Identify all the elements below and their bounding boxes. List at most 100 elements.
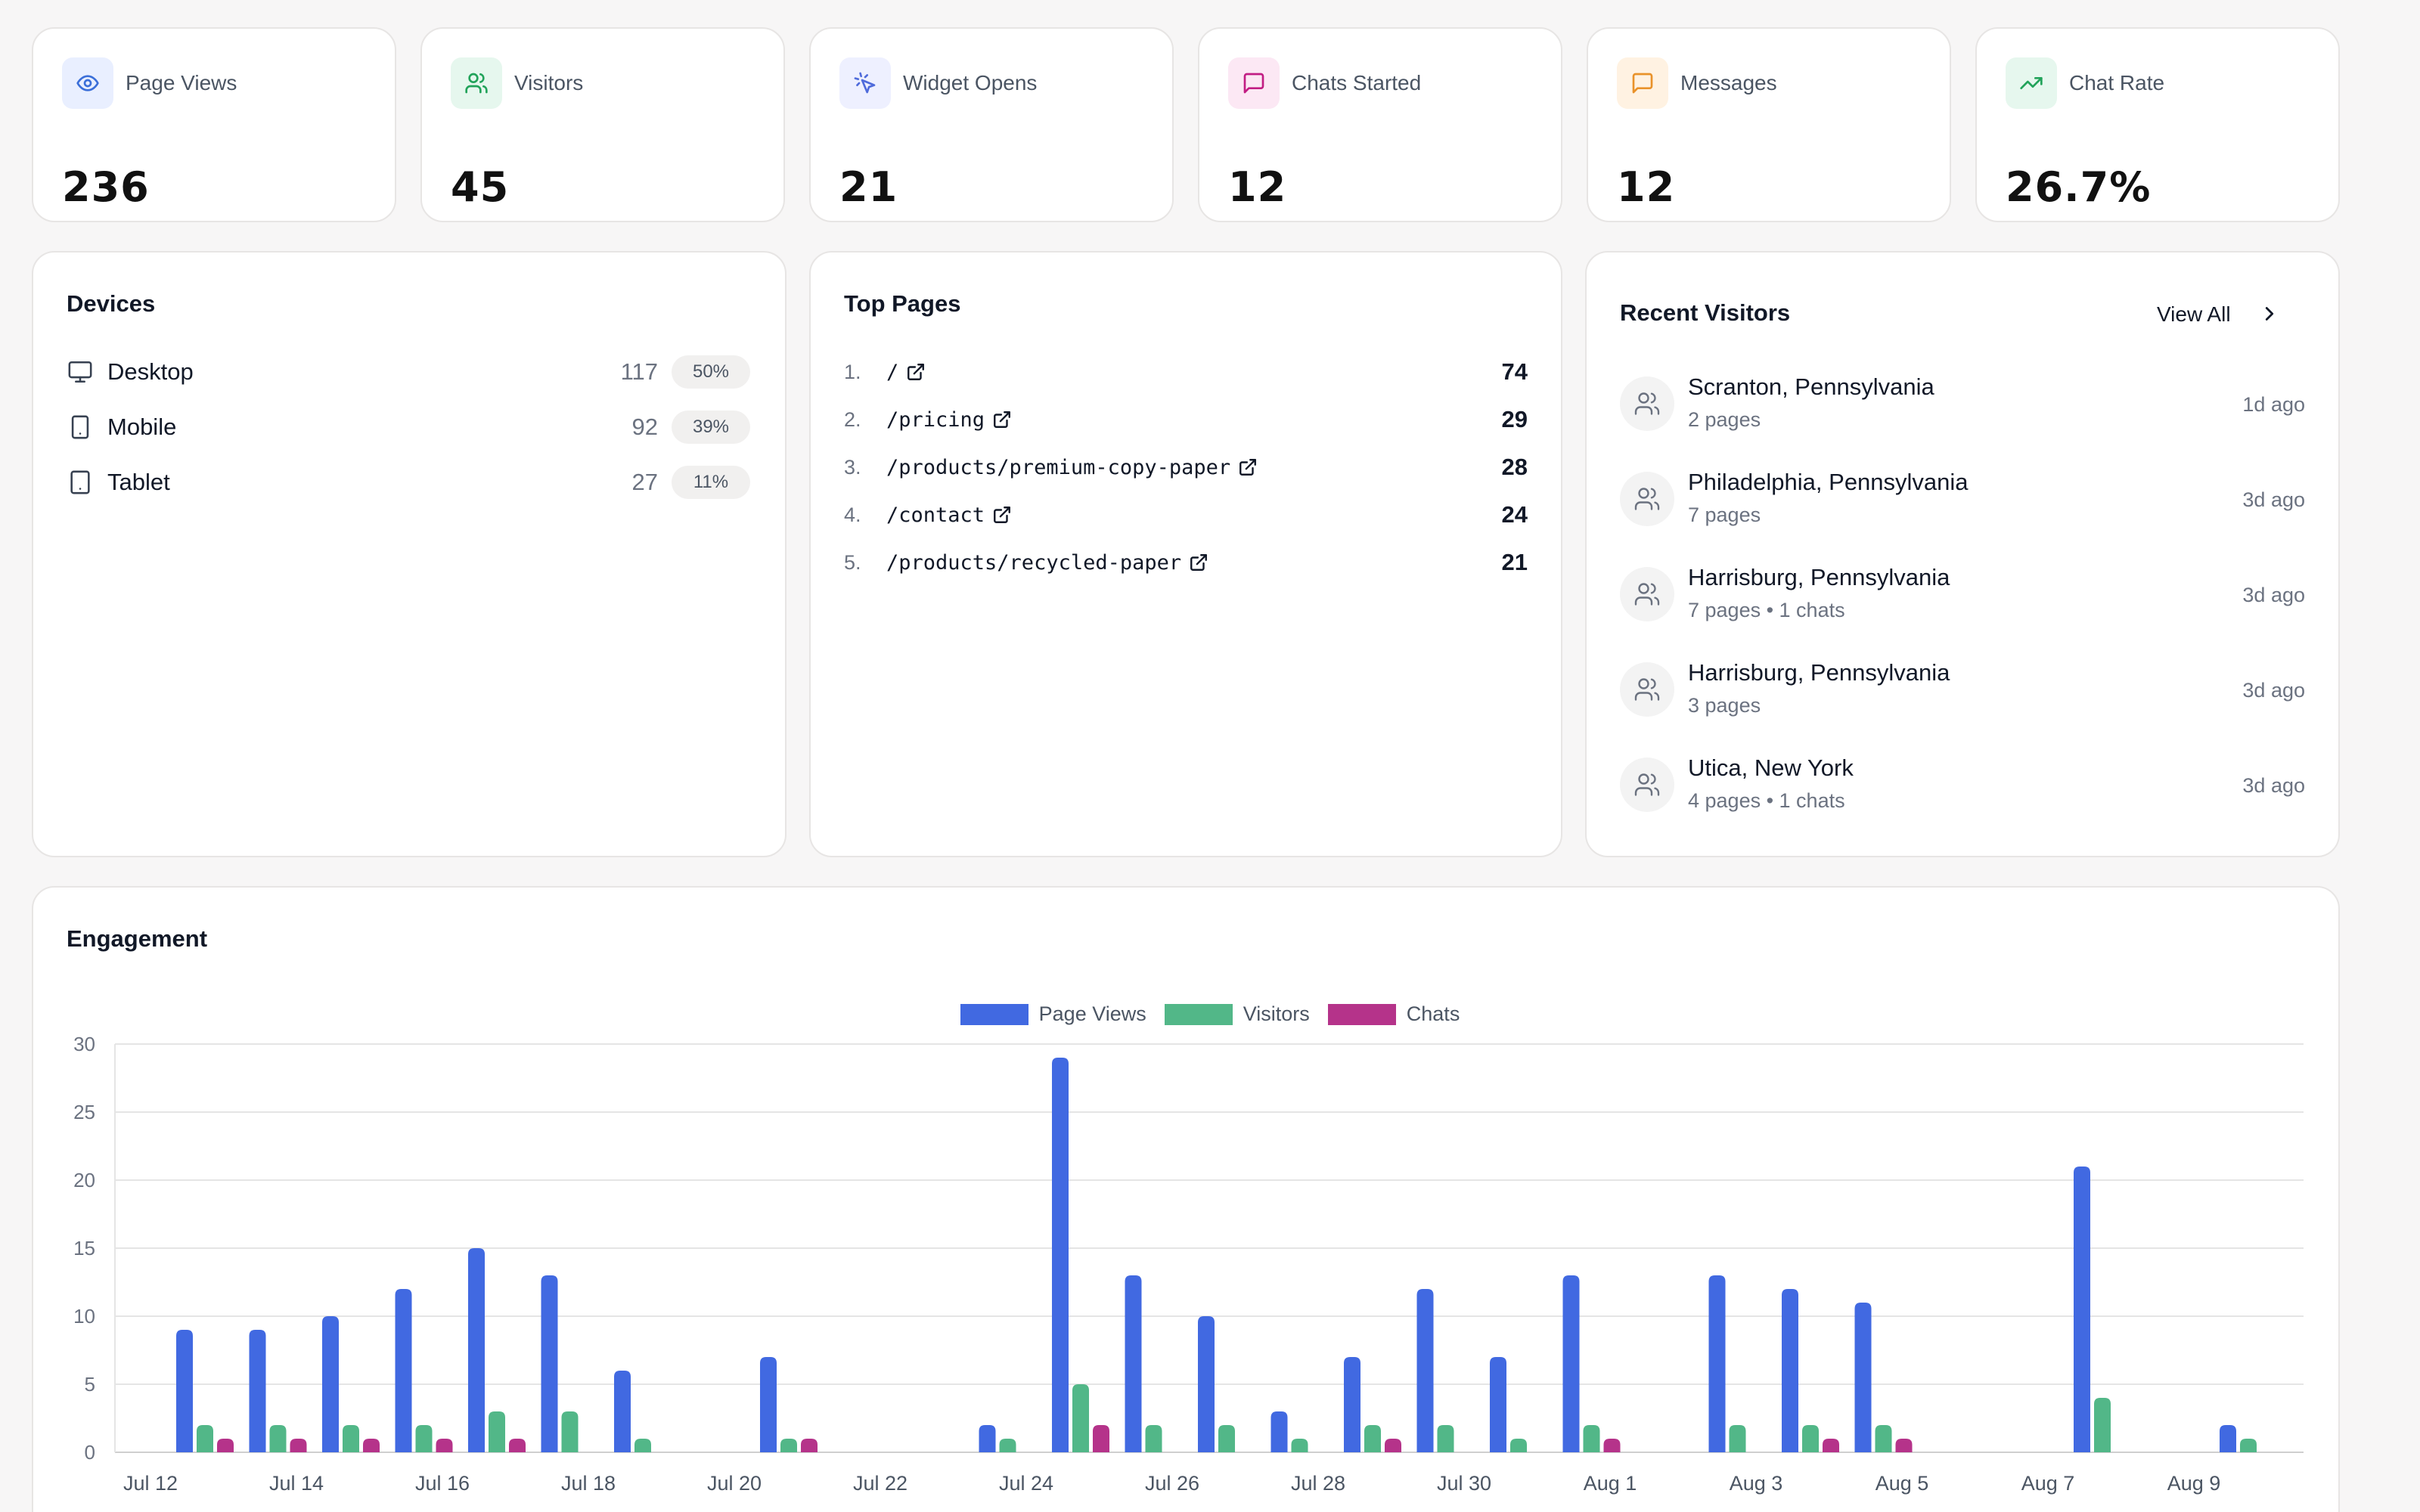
top-page-row[interactable]: 3. /products/premium-copy-paper 28 [844, 446, 1528, 488]
bar-page-views [541, 1275, 558, 1452]
tablet-icon [67, 469, 94, 496]
external-link-icon [1239, 459, 1257, 476]
page-rank: 4. [844, 503, 861, 526]
page-view-count: 28 [1501, 454, 1528, 480]
stat-header: Widget Opens [839, 57, 1037, 109]
bar-page-views [614, 1371, 631, 1452]
chevron-right-icon[interactable] [2258, 302, 2281, 325]
device-label: Mobile [107, 414, 177, 440]
devices-card: Devices Desktop 117 50% Mobile 92 39% Tablet 27… [32, 251, 786, 857]
top-page-row[interactable]: 1. / 74 [844, 351, 1528, 393]
x-tick-label: Jul 26 [1145, 1472, 1199, 1495]
bar-page-views [1125, 1275, 1142, 1452]
users-icon [1634, 678, 1660, 701]
visitor-time: 1d ago [2242, 393, 2305, 416]
users-icon [1634, 392, 1660, 415]
bar-visitors [634, 1439, 651, 1452]
bar-visitors [343, 1425, 359, 1452]
visitor-row[interactable]: Utica, New York 4 pages • 1 chats 3d ago [1620, 747, 2305, 823]
engagement-title: Engagement [67, 925, 208, 952]
view-all-link[interactable]: View All [2157, 302, 2231, 326]
visitor-time: 3d ago [2242, 584, 2305, 606]
page-path-link[interactable]: /products/recycled-paper [886, 550, 1182, 575]
avatar [1620, 758, 1674, 812]
bar-page-views [2220, 1425, 2236, 1452]
legend-item[interactable]: Visitors [1164, 1002, 1310, 1026]
top-pages-card: Top Pages 1. / 74 2. /pricing 29 3. /products/p… [809, 251, 1562, 857]
eye-icon [76, 75, 99, 91]
external-link-icon[interactable] [1189, 553, 1208, 572]
visitor-row[interactable]: Philadelphia, Pennsylvania 7 pages 3d ago [1620, 461, 2305, 537]
x-tick-label: Aug 5 [1876, 1472, 1929, 1495]
bar-visitors [1145, 1425, 1162, 1452]
stat-header: Chat Rate [2006, 57, 2164, 109]
page-path-link[interactable]: /products/premium-copy-paper [886, 455, 1231, 479]
bar-visitors [1583, 1425, 1600, 1452]
external-link-icon[interactable] [992, 505, 1012, 525]
visitor-time: 3d ago [2242, 774, 2305, 797]
external-link-icon [1190, 554, 1208, 571]
legend-item[interactable]: Page Views [960, 1002, 1146, 1026]
bar-visitors [780, 1439, 797, 1452]
bar-chats [1823, 1439, 1839, 1452]
external-link-icon[interactable] [1238, 457, 1258, 477]
visitor-location: Utica, New York [1688, 754, 1854, 781]
external-link-icon[interactable] [992, 410, 1012, 429]
y-tick-label: 30 [73, 1033, 95, 1055]
x-tick-label: Jul 24 [999, 1472, 1053, 1495]
x-tick-label: Jul 20 [707, 1472, 762, 1495]
page-path-link[interactable]: /pricing [886, 407, 985, 432]
bar-visitors [1437, 1425, 1454, 1452]
avatar [1620, 567, 1674, 621]
bar-chats [509, 1439, 526, 1452]
page-path-link[interactable]: / [886, 360, 899, 384]
y-tick-label: 5 [85, 1373, 95, 1396]
external-link-icon [908, 364, 925, 380]
legend-swatch [1164, 1003, 1233, 1025]
visitor-meta: 2 pages [1688, 408, 1761, 431]
bar-visitors [1729, 1425, 1746, 1452]
page-rank: 5. [844, 550, 861, 574]
top-page-row[interactable]: 5. /products/recycled-paper 21 [844, 541, 1528, 584]
stat-value: 26.7% [2006, 163, 2152, 211]
stat-icon-badge [451, 57, 502, 109]
users-icon [1634, 583, 1660, 606]
bar-chats [801, 1439, 818, 1452]
chart-legend: Page Views Visitors Chats [0, 1002, 2420, 1026]
top-page-row[interactable]: 4. /contact 24 [844, 494, 1528, 536]
bar-page-views [1490, 1357, 1506, 1452]
visitor-time: 3d ago [2242, 488, 2305, 511]
external-link-icon[interactable] [906, 362, 926, 382]
visitor-row[interactable]: Harrisburg, Pennsylvania 3 pages 3d ago [1620, 652, 2305, 727]
stat-value: 45 [451, 163, 510, 211]
visitor-row[interactable]: Scranton, Pennsylvania 2 pages 1d ago [1620, 366, 2305, 442]
stat-icon-badge [1617, 57, 1668, 109]
y-tick-label: 10 [73, 1305, 95, 1328]
y-tick-label: 20 [73, 1169, 95, 1191]
page-path-link[interactable]: /contact [886, 503, 985, 527]
x-tick-label: Jul 18 [561, 1472, 616, 1495]
y-tick-label: 15 [73, 1237, 95, 1259]
stat-icon-badge [62, 57, 113, 109]
visitor-location: Harrisburg, Pennsylvania [1688, 564, 1950, 590]
legend-item[interactable]: Chats [1327, 1002, 1460, 1026]
page-view-count: 21 [1501, 549, 1528, 575]
bar-page-views [1854, 1303, 1872, 1452]
top-page-row[interactable]: 2. /pricing 29 [844, 398, 1528, 441]
device-count: 27 [631, 469, 658, 495]
visitor-time: 3d ago [2242, 679, 2305, 702]
device-count: 92 [631, 414, 658, 440]
stat-value: 236 [62, 163, 150, 211]
device-percent-badge: 50% [672, 355, 750, 389]
bar-page-views [322, 1316, 339, 1452]
bar-page-views [760, 1357, 777, 1452]
bar-visitors [2094, 1398, 2111, 1452]
visitor-row[interactable]: Harrisburg, Pennsylvania 7 pages • 1 chat… [1620, 556, 2305, 632]
bar-chats [363, 1439, 380, 1452]
bar-chats [1603, 1439, 1621, 1452]
top-pages-title: Top Pages [844, 290, 961, 317]
x-tick-label: Aug 1 [1584, 1472, 1637, 1495]
bar-visitors [1291, 1439, 1308, 1452]
message-square-icon [1243, 73, 1264, 94]
stat-card: Chat Rate 26.7% [1975, 27, 2340, 222]
